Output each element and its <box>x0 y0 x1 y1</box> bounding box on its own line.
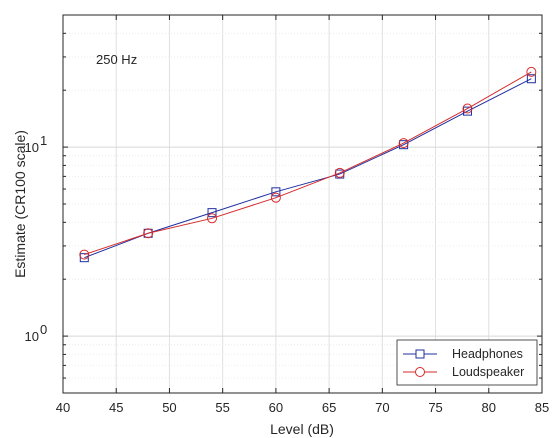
data-point-loudspeaker <box>207 213 218 224</box>
series-line-headphones <box>84 78 532 259</box>
x-tick-label: 60 <box>269 400 283 415</box>
y-tick-label-exponent: 0 <box>40 322 47 337</box>
data-point-loudspeaker <box>462 103 473 114</box>
data-point-headphones <box>526 74 536 84</box>
x-tick-label: 50 <box>162 400 176 415</box>
legend: Headphones Loudspeaker <box>396 339 538 386</box>
data-point-headphones <box>207 208 217 218</box>
data-point-loudspeaker <box>334 167 345 178</box>
y-tick-label: 10 <box>25 140 39 155</box>
x-tick-label: 85 <box>535 400 549 415</box>
data-point-headphones <box>79 253 89 263</box>
x-tick-label: 70 <box>375 400 389 415</box>
x-tick-label: 55 <box>215 400 229 415</box>
x-tick-label: 45 <box>109 400 123 415</box>
x-tick-label: 40 <box>56 400 70 415</box>
y-tick-label: 10 <box>25 329 39 344</box>
y-tick-label-exponent: 1 <box>40 133 47 148</box>
data-point-loudspeaker <box>79 249 90 260</box>
legend-marker-square-icon <box>415 349 425 359</box>
data-point-loudspeaker <box>526 66 537 77</box>
x-tick-label: 75 <box>428 400 442 415</box>
x-tick-label: 65 <box>322 400 336 415</box>
legend-label-loudspeaker: Loudspeaker <box>452 365 524 379</box>
x-tick-label: 80 <box>482 400 496 415</box>
x-axis-title: Level (dB) <box>270 421 334 437</box>
legend-box <box>396 339 538 386</box>
ticks <box>62 14 543 394</box>
legend-label-headphones: Headphones <box>452 347 523 361</box>
series-line-loudspeaker <box>84 71 532 256</box>
data-point-loudspeaker <box>270 192 281 203</box>
data-point-loudspeaker <box>398 138 409 149</box>
y-axis-title: Estimate (CR100 scale) <box>12 130 28 278</box>
frequency-annotation: 250 Hz <box>96 52 137 67</box>
legend-marker-circle-icon <box>415 367 425 377</box>
data-point-headphones <box>271 187 281 197</box>
data-point-loudspeaker <box>143 228 154 239</box>
series-layer <box>79 66 537 263</box>
